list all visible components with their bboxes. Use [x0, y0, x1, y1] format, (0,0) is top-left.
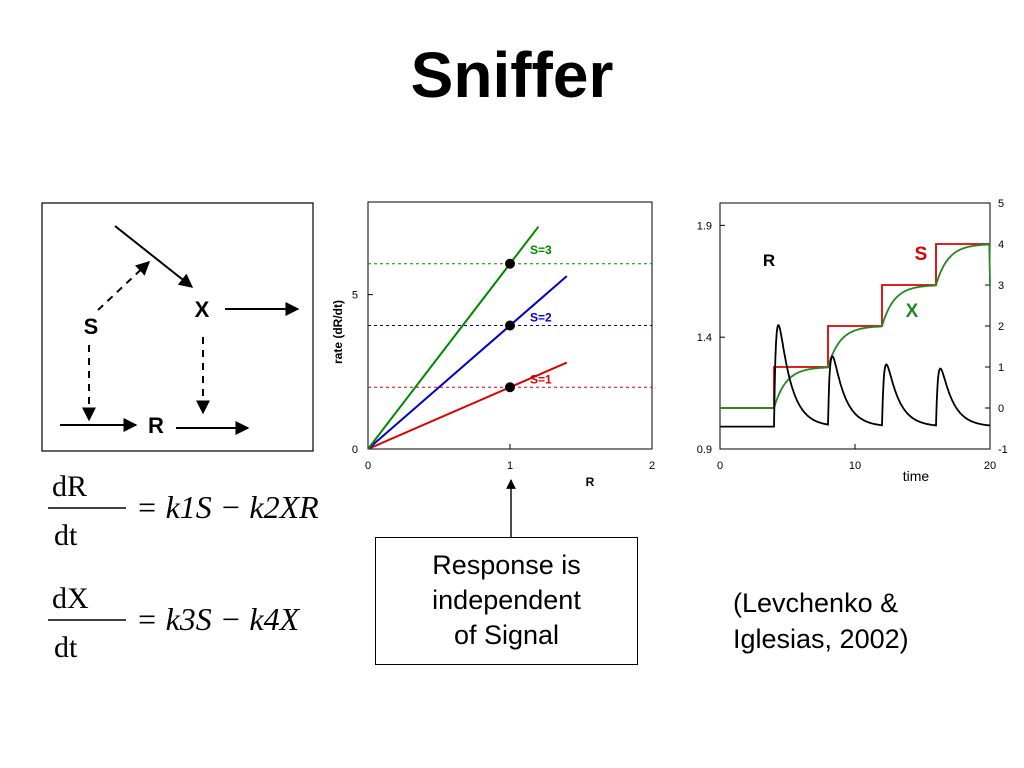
chart1-xlabel: R: [586, 475, 595, 489]
chart2-ytick-right-label: 2: [998, 321, 1004, 333]
chart2-ytick-left-label: 1.4: [697, 332, 712, 344]
chart2-ytick-right-label: 1: [998, 362, 1004, 374]
equation-1: dR dt = k1S − k2XR: [44, 460, 344, 565]
callout-line-1: Response is: [432, 550, 581, 580]
chart2-ytick-left-label: 1.9: [697, 220, 712, 232]
chart1-xtick-label: 1: [507, 460, 513, 472]
chart2-label-x: X: [906, 301, 919, 322]
chart2-xtick-label: 10: [849, 460, 861, 472]
input-arrow-to-x: [114, 225, 194, 288]
chart2-ytick-right-label: -1: [998, 444, 1008, 456]
chart1-series-label-3: S=3: [530, 243, 552, 257]
chart1-ytick-label: 0: [352, 444, 358, 456]
chart2-ytick-right-label: 0: [998, 403, 1004, 415]
chart1-point-1: [505, 382, 515, 393]
diagram-frame: [41, 202, 314, 452]
chart2-ytick-left-label: 0.9: [697, 444, 712, 456]
chart2-series-r: [720, 324, 991, 428]
node-x: X: [195, 297, 210, 322]
chart1-xtick-label: 0: [365, 460, 371, 472]
chart2-series-x: [720, 243, 991, 409]
node-r: R: [148, 413, 164, 438]
citation-line-2: Iglesias, 2002): [733, 624, 909, 654]
chart1-xtick-label: 2: [649, 460, 655, 472]
chart1-ytick-label: 5: [352, 290, 358, 302]
chart2-xtick-label: 0: [717, 460, 723, 472]
chart2-ytick-right-label: 5: [998, 198, 1004, 210]
chart2-ytick-right-label: 4: [998, 239, 1004, 251]
eq2-numerator: dX: [52, 582, 89, 615]
eq1-denominator: dt: [54, 519, 78, 552]
chart1-series-line-1: [367, 361, 568, 450]
equation-2-svg: dX dt = k3S − k4X: [48, 582, 301, 664]
chart1-point-2: [505, 320, 515, 331]
slide-title: Sniffer: [410, 39, 614, 111]
chart1-ylabel: rate (dR/dt): [331, 300, 345, 364]
chart2-ytick-right-label: 3: [998, 280, 1004, 292]
equation-2: dX dt = k3S − k4X: [44, 572, 344, 677]
s-activates-arrow: [97, 261, 151, 311]
chart2-xlabel: time: [903, 468, 930, 484]
eq2-rhs: = k3S − k4X: [136, 601, 301, 637]
chart2-xtick-label: 20: [984, 460, 996, 472]
equation-1-svg: dR dt = k1S − k2XR: [48, 470, 319, 552]
callout-line-3: of Signal: [453, 620, 560, 650]
chart1-series-line-2: [367, 275, 568, 450]
node-s: S: [84, 314, 99, 339]
chart1-series-label-2: S=2: [530, 311, 552, 325]
eq1-rhs: = k1S − k2XR: [136, 489, 319, 525]
chart2-series-s: [720, 243, 990, 409]
chart1-series-label-1: S=1: [530, 372, 552, 386]
citation-line-1: (Levchenko &: [733, 588, 899, 618]
chart2-label-r: R: [763, 251, 775, 270]
chart2-label-s: S: [915, 244, 928, 265]
eq1-numerator: dR: [52, 470, 87, 503]
callout-line-2: independent: [432, 585, 581, 615]
citation: (Levchenko & Iglesias, 2002): [733, 585, 909, 657]
chart1-point-3: [505, 258, 515, 269]
eq2-denominator: dt: [54, 631, 78, 664]
callout-box: Response is independent of Signal: [375, 537, 638, 665]
